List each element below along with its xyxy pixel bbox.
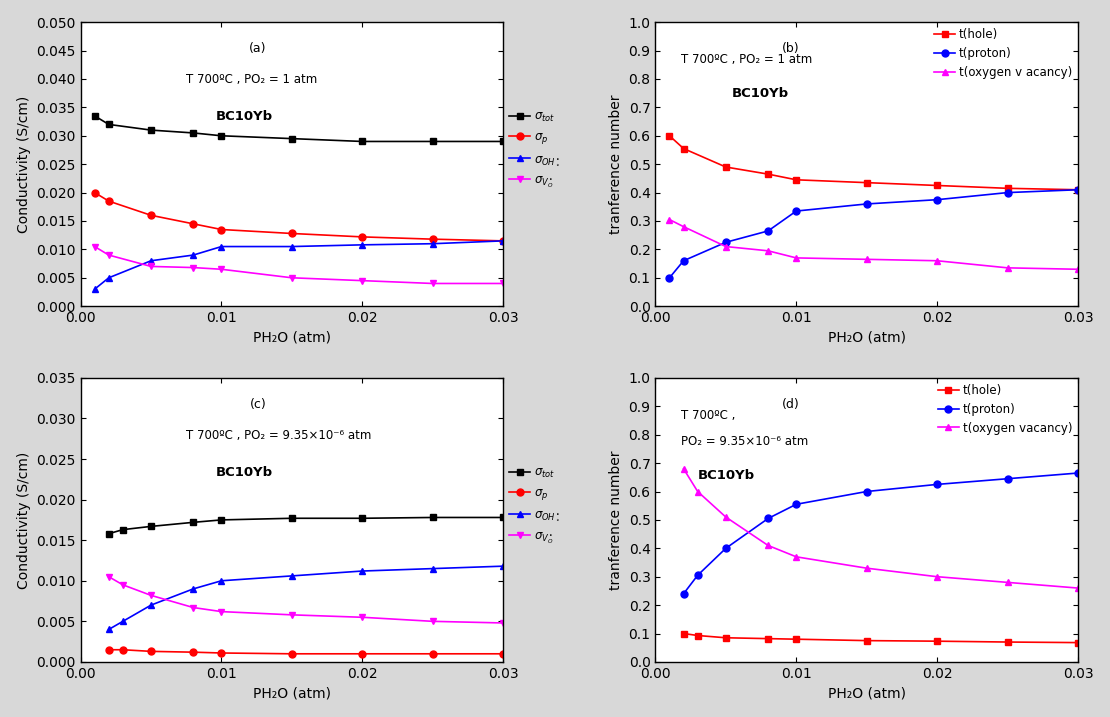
Legend: t(hole), t(proton), t(oxygen vacancy): t(hole), t(proton), t(oxygen vacancy) — [938, 384, 1072, 435]
Text: T 700ºC ,: T 700ºC , — [680, 409, 735, 422]
Legend: t(hole), t(proton), t(oxygen v acancy): t(hole), t(proton), t(oxygen v acancy) — [935, 28, 1072, 79]
Text: BC10Yb: BC10Yb — [698, 469, 755, 482]
X-axis label: PH₂O (atm): PH₂O (atm) — [828, 686, 906, 701]
Legend: $\sigma_{tot}$, $\sigma_p$, $\sigma_{OH^\bullet_\circ}$, $\sigma_{V^\bullet_O}$: $\sigma_{tot}$, $\sigma_p$, $\sigma_{OH^… — [509, 466, 561, 546]
Text: BC10Yb: BC10Yb — [215, 466, 273, 479]
Text: (d): (d) — [781, 398, 799, 411]
Text: T 700ºC , PO₂ = 9.35×10⁻⁶ atm: T 700ºC , PO₂ = 9.35×10⁻⁶ atm — [186, 429, 372, 442]
Text: BC10Yb: BC10Yb — [731, 87, 788, 100]
Text: (c): (c) — [250, 398, 266, 411]
Text: PO₂ = 9.35×10⁻⁶ atm: PO₂ = 9.35×10⁻⁶ atm — [680, 435, 808, 447]
Y-axis label: Conductivity (S/cm): Conductivity (S/cm) — [17, 95, 31, 233]
Y-axis label: tranference number: tranference number — [609, 450, 623, 589]
Text: BC10Yb: BC10Yb — [215, 110, 273, 123]
Text: (b): (b) — [781, 42, 799, 55]
Y-axis label: tranference number: tranference number — [609, 95, 623, 234]
Legend: $\sigma_{tot}$, $\sigma_p$, $\sigma_{OH^\bullet_\circ}$, $\sigma_{V^\bullet_O}$: $\sigma_{tot}$, $\sigma_p$, $\sigma_{OH^… — [509, 110, 561, 190]
Text: T 700ºC , PO₂ = 1 atm: T 700ºC , PO₂ = 1 atm — [680, 53, 813, 67]
Text: T 700ºC , PO₂ = 1 atm: T 700ºC , PO₂ = 1 atm — [186, 73, 317, 86]
Y-axis label: Conductivity (S/cm): Conductivity (S/cm) — [17, 451, 31, 589]
Text: (a): (a) — [250, 42, 266, 55]
X-axis label: PH₂O (atm): PH₂O (atm) — [253, 331, 331, 345]
X-axis label: PH₂O (atm): PH₂O (atm) — [828, 331, 906, 345]
X-axis label: PH₂O (atm): PH₂O (atm) — [253, 686, 331, 701]
